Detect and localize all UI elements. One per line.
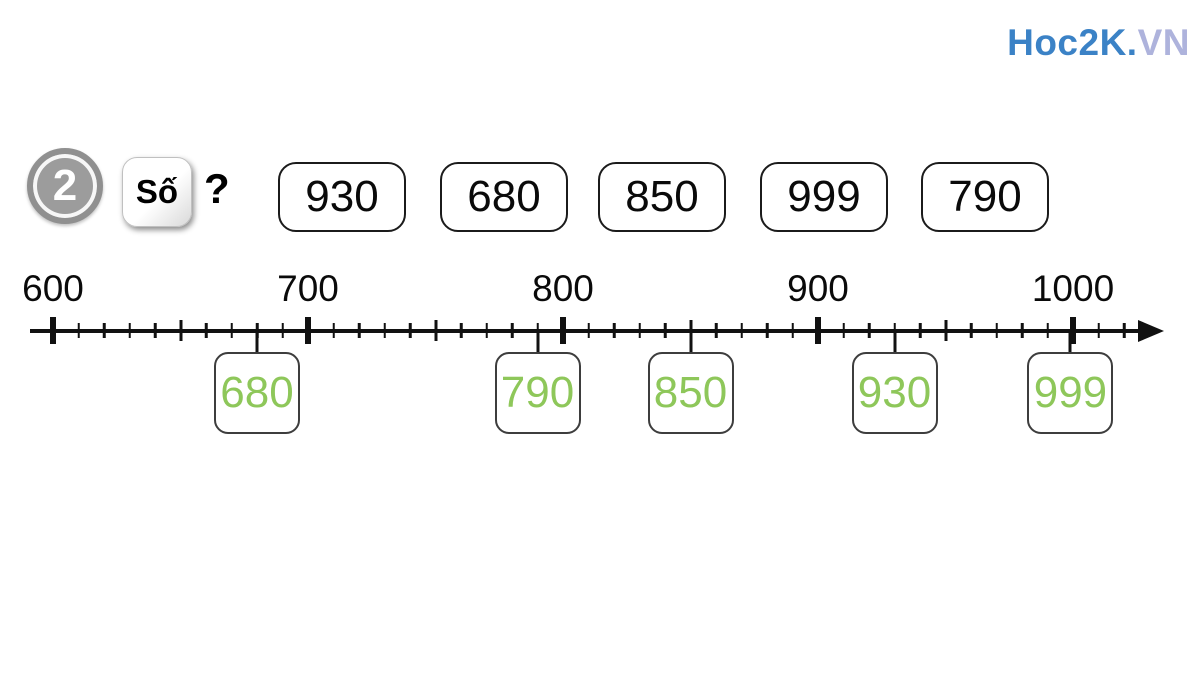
tick-990 bbox=[1046, 323, 1049, 338]
answer-box: 790 bbox=[494, 352, 581, 434]
axis-label-800: 800 bbox=[532, 268, 594, 309]
tick-950 bbox=[944, 320, 947, 341]
tick-900 bbox=[815, 317, 821, 344]
choice-value: 850 bbox=[625, 172, 699, 221]
tick-770 bbox=[485, 323, 488, 338]
choice-value: 999 bbox=[787, 172, 861, 221]
axis-label-600: 600 bbox=[22, 268, 84, 309]
choice-value: 790 bbox=[948, 172, 1022, 221]
answer-box: 680 bbox=[214, 352, 300, 434]
site-logo[interactable]: Hoc2K.VN bbox=[1007, 22, 1190, 64]
answer-connector bbox=[536, 330, 539, 353]
tick-720 bbox=[357, 323, 361, 338]
tick-710 bbox=[332, 323, 335, 338]
answer-box: 850 bbox=[647, 352, 734, 434]
tick-980 bbox=[1020, 323, 1024, 338]
choice-box[interactable]: 680 bbox=[440, 162, 568, 232]
choice-box[interactable]: 790 bbox=[921, 162, 1049, 232]
tick-730 bbox=[383, 323, 386, 338]
answer-box: 999 bbox=[1027, 352, 1114, 434]
tick-800 bbox=[560, 317, 566, 344]
tick-960 bbox=[969, 323, 973, 338]
tick-890 bbox=[791, 323, 794, 338]
answer-connector bbox=[893, 330, 896, 353]
axis-label-900: 900 bbox=[787, 268, 849, 309]
tick-910 bbox=[842, 323, 845, 338]
tick-600 bbox=[50, 317, 56, 344]
axis-label-1000: 1000 bbox=[1031, 268, 1115, 309]
tick-970 bbox=[995, 323, 998, 338]
answer-box: 930 bbox=[851, 352, 938, 434]
so-keycap-label: Số bbox=[135, 173, 179, 210]
tick-880 bbox=[765, 323, 769, 338]
choice-value: 680 bbox=[467, 172, 541, 221]
choice-box[interactable]: 850 bbox=[598, 162, 726, 232]
tick-760 bbox=[459, 323, 463, 338]
tick-610 bbox=[77, 323, 80, 338]
tick-690 bbox=[281, 323, 284, 338]
tick-660 bbox=[204, 323, 208, 338]
choice-value: 930 bbox=[305, 172, 379, 221]
choice-box[interactable]: 999 bbox=[760, 162, 888, 232]
arrow-right-icon bbox=[1138, 320, 1164, 342]
tick-700 bbox=[305, 317, 311, 344]
number-line-axis bbox=[30, 329, 1144, 333]
site-logo-secondary: VN bbox=[1137, 22, 1190, 63]
tick-780 bbox=[510, 323, 514, 338]
answer-connector bbox=[1068, 330, 1072, 353]
tick-620 bbox=[102, 323, 106, 338]
tick-840 bbox=[663, 323, 667, 338]
tick-940 bbox=[918, 323, 922, 338]
tick-750 bbox=[434, 320, 437, 341]
tick-670 bbox=[230, 323, 233, 338]
site-logo-primary: Hoc2K. bbox=[1007, 22, 1138, 63]
question-mark: ? bbox=[204, 165, 230, 212]
tick-1000 bbox=[1070, 317, 1076, 344]
axis-label-700: 700 bbox=[277, 268, 339, 309]
tick-1020 bbox=[1122, 323, 1126, 338]
tick-920 bbox=[867, 323, 871, 338]
exercise-number-badge: 2 bbox=[27, 148, 103, 224]
tick-1010 bbox=[1097, 323, 1100, 338]
tick-820 bbox=[612, 323, 616, 338]
so-keycap: Số bbox=[122, 157, 192, 227]
tick-650 bbox=[179, 320, 182, 341]
answer-connector bbox=[689, 330, 692, 353]
tick-740 bbox=[408, 323, 412, 338]
tick-860 bbox=[714, 323, 718, 338]
answer-connector bbox=[255, 330, 259, 353]
choice-box[interactable]: 930 bbox=[278, 162, 406, 232]
tick-830 bbox=[638, 323, 641, 338]
tick-640 bbox=[153, 323, 157, 338]
tick-810 bbox=[587, 323, 590, 338]
tick-630 bbox=[128, 323, 131, 338]
tick-870 bbox=[740, 323, 743, 338]
exercise-number: 2 bbox=[52, 161, 78, 210]
